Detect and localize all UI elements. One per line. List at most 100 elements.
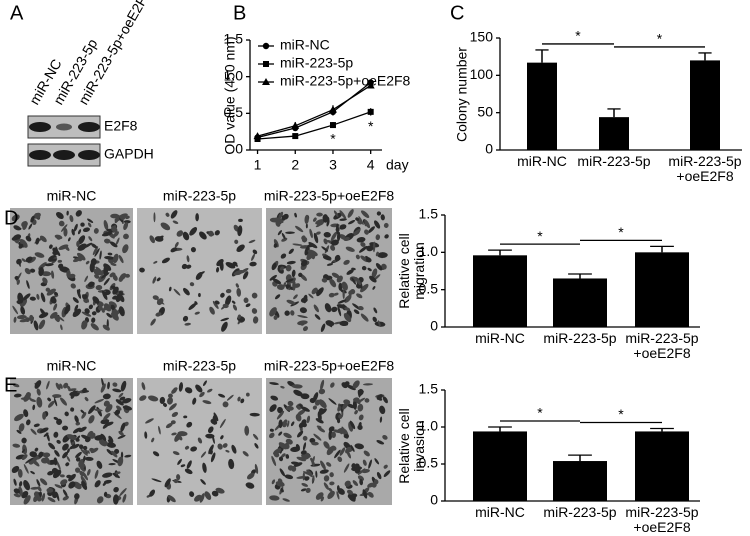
cell [300, 259, 308, 267]
cell [42, 411, 47, 420]
cell [308, 241, 318, 249]
cell [220, 317, 230, 322]
cell [281, 237, 288, 242]
cell [282, 213, 289, 220]
cell [38, 267, 44, 277]
cell [337, 488, 345, 495]
bar [635, 252, 689, 327]
cell [318, 399, 327, 409]
y-tick-label: 0 [430, 318, 438, 334]
cell [377, 252, 388, 259]
cell [172, 451, 180, 456]
cell [103, 479, 112, 484]
cell [358, 305, 364, 311]
cell [284, 310, 290, 316]
cell [58, 263, 64, 269]
cell [240, 398, 245, 404]
cell [199, 391, 205, 398]
cell [102, 422, 110, 429]
cell [84, 456, 94, 461]
cell [294, 283, 301, 288]
cell [108, 435, 114, 443]
cell [98, 305, 103, 311]
cell [81, 311, 92, 317]
cell [251, 253, 255, 261]
cell [77, 243, 87, 251]
cell [376, 211, 382, 216]
cell [328, 398, 337, 405]
cell [94, 274, 100, 279]
cell [308, 293, 314, 299]
cell [60, 397, 68, 406]
cell [313, 232, 319, 244]
cell [217, 443, 223, 450]
cell [347, 209, 354, 218]
cell [285, 284, 291, 288]
cell [113, 231, 119, 238]
cell [316, 287, 324, 297]
cell [371, 268, 378, 279]
cell [53, 398, 58, 407]
cell [81, 412, 87, 419]
cell [336, 304, 348, 309]
cell [304, 476, 310, 481]
cell [305, 487, 311, 493]
cell [78, 426, 87, 433]
cell [291, 384, 303, 389]
cell [149, 235, 156, 244]
cell [318, 408, 325, 414]
cell [183, 415, 188, 419]
cell [280, 488, 284, 493]
cell [94, 398, 105, 404]
cell [327, 490, 335, 500]
cell [358, 216, 364, 226]
cell [41, 493, 46, 502]
cell [344, 480, 351, 487]
cell [54, 234, 63, 240]
cell [53, 303, 58, 311]
cell [297, 314, 308, 319]
cell [351, 267, 356, 271]
cell [270, 395, 279, 401]
cell [343, 236, 350, 242]
cell [215, 267, 220, 273]
x-tick-label: 2 [291, 157, 299, 173]
cell [297, 405, 301, 410]
cell [238, 218, 243, 223]
cell [75, 451, 82, 458]
cell [325, 320, 335, 327]
cell [324, 245, 330, 254]
cell [39, 478, 48, 486]
cell [94, 480, 101, 488]
cell [209, 306, 215, 315]
y-tick-label: 0.5 [419, 455, 439, 471]
cell [336, 223, 339, 235]
cell [114, 409, 121, 416]
cell [80, 448, 88, 456]
cell [147, 395, 159, 402]
cell [309, 397, 316, 404]
cell [88, 405, 96, 415]
cell [273, 315, 278, 320]
micrograph-label: miR-223-5p+oeE2F8 [264, 188, 395, 204]
cell [346, 489, 353, 495]
cell [173, 478, 179, 484]
cell [199, 271, 205, 275]
cell [269, 382, 279, 386]
cell [39, 427, 49, 434]
cell [61, 224, 68, 232]
cell [376, 440, 385, 445]
cell [53, 457, 58, 466]
cell [336, 417, 341, 424]
cell [11, 214, 20, 222]
cell [13, 393, 22, 398]
cell [290, 310, 295, 316]
cell [154, 236, 164, 242]
cell [300, 488, 307, 492]
cell [252, 249, 258, 255]
cell [358, 245, 368, 253]
cell [23, 409, 29, 418]
cell [211, 434, 215, 444]
cell [21, 449, 25, 453]
